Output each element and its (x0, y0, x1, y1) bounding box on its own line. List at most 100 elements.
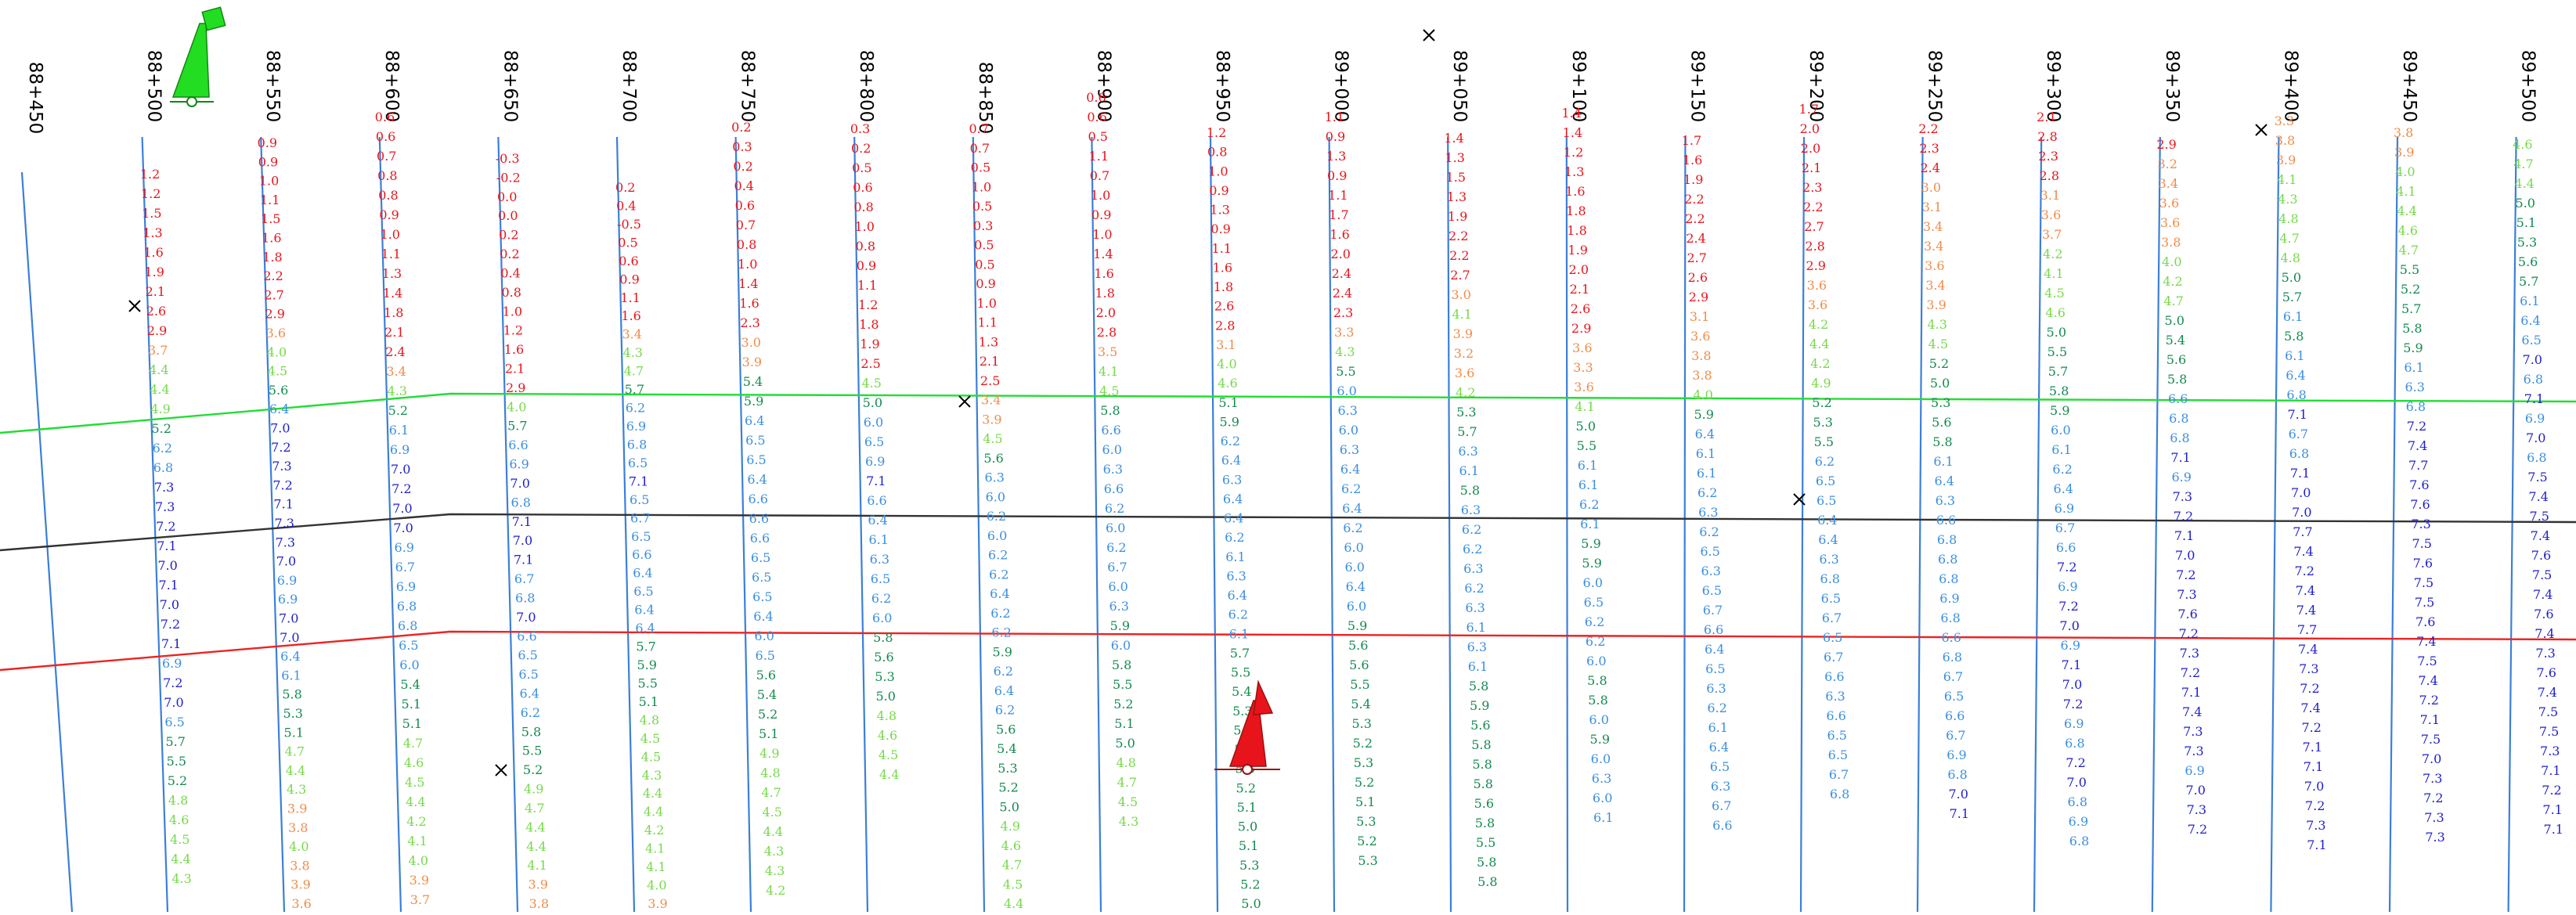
x-marker-icon (1423, 29, 1435, 41)
depth-sounding: 7.3 (2540, 744, 2560, 758)
depth-sounding: 5.6 (1348, 638, 1368, 653)
depth-sounding: 7.1 (2181, 685, 2201, 700)
depth-sounding: 5.1 (1218, 395, 1238, 410)
station-label: 88+950 (1212, 50, 1232, 122)
depth-sounding: 7.5 (2530, 509, 2549, 524)
depth-sounding: 7.5 (2421, 732, 2441, 747)
depth-sounding: 5.2 (1812, 395, 1831, 410)
depth-sounding: 7.3 (2183, 724, 2203, 739)
depth-sounding: 7.1 (2544, 822, 2563, 837)
depth-sounding: 6.9 (390, 442, 409, 457)
depth-sounding: 4.7 (525, 801, 544, 816)
contour-line-middle (0, 513, 2576, 552)
depth-sounding: 4.3 (1928, 317, 1947, 332)
station-line (2151, 136, 2161, 913)
depth-sounding: 6.4 (520, 686, 539, 701)
depth-sounding: 5.6 (996, 722, 1016, 737)
depth-sounding: 6.7 (1943, 669, 1963, 684)
depth-sounding: 6.4 (1221, 453, 1241, 468)
depth-sounding: 1.1 (620, 290, 640, 305)
depth-sounding: 6.6 (632, 547, 651, 562)
depth-sounding: 0.3 (973, 218, 993, 233)
depth-sounding: 6.9 (509, 457, 529, 472)
depth-sounding: 3.9 (290, 877, 310, 892)
depth-sounding: 0.9 (1209, 183, 1228, 198)
depth-sounding: 2.9 (1806, 258, 1826, 273)
depth-sounding: 6.2 (994, 664, 1013, 679)
depth-sounding: 1.0 (972, 179, 991, 194)
station-label: 89+350 (2162, 50, 2182, 122)
depth-sounding: 3.9 (2276, 153, 2296, 168)
depth-sounding: 3.8 (2394, 125, 2413, 140)
depth-sounding: 6.2 (1585, 614, 1604, 629)
depth-sounding: 3.6 (1572, 340, 1592, 355)
depth-sounding: 4.9 (759, 746, 779, 761)
depth-sounding: 3.6 (2159, 196, 2179, 211)
depth-sounding: 3.4 (1924, 239, 1943, 254)
depth-sounding: 4.4 (286, 763, 305, 778)
depth-sounding: 7.1 (273, 497, 293, 512)
depth-sounding: 4.1 (2396, 184, 2415, 199)
depth-sounding: 6.9 (2058, 579, 2077, 594)
depth-sounding: 5.6 (2167, 352, 2186, 367)
depth-sounding: 7.4 (2533, 587, 2553, 602)
depth-sounding: 6.2 (1462, 522, 1481, 537)
depth-sounding: 7.3 (276, 535, 295, 549)
depth-sounding: 5.8 (1587, 673, 1607, 688)
depth-sounding: 3.8 (2275, 133, 2295, 148)
station-line (615, 136, 636, 913)
depth-sounding: 6.4 (280, 649, 300, 664)
depth-sounding: 4.5 (170, 832, 189, 847)
depth-sounding: 0.3 (850, 121, 870, 136)
depth-sounding: 2.3 (1333, 305, 1353, 320)
depth-sounding: 7.3 (275, 516, 294, 531)
depth-sounding: 6.6 (1712, 818, 1732, 833)
depth-sounding: 4.7 (2513, 157, 2533, 171)
x-marker-icon (128, 300, 141, 312)
depth-sounding: 7.2 (2188, 822, 2207, 837)
depth-sounding: 6.5 (628, 456, 648, 470)
depth-sounding: 4.1 (2044, 266, 2063, 281)
depth-sounding: 5.5 (522, 744, 542, 758)
depth-sounding: 1.9 (1448, 209, 1467, 224)
depth-sounding: 1.1 (1325, 110, 1344, 124)
depth-sounding: 6.0 (1593, 791, 1612, 805)
depth-sounding: 1.1 (381, 247, 401, 261)
depth-sounding: 7.1 (2174, 528, 2194, 543)
depth-sounding: 5.8 (1477, 855, 1496, 870)
depth-sounding: 6.4 (1695, 427, 1715, 441)
depth-sounding: 6.6 (1942, 630, 1961, 645)
depth-sounding: 5.6 (1470, 718, 1490, 733)
depth-sounding: 2.4 (1686, 231, 1705, 246)
depth-sounding: 6.4 (269, 402, 289, 416)
depth-sounding: 5.8 (2402, 321, 2422, 336)
depth-sounding: 5.3 (1356, 814, 1376, 829)
station-label: 88+650 (500, 50, 520, 122)
depth-sounding: 5.8 (1472, 757, 1492, 772)
depth-sounding: 6.0 (1344, 540, 1363, 555)
station-line (1209, 136, 1219, 913)
depth-sounding: 4.7 (2399, 243, 2419, 258)
station-line (1091, 136, 1102, 913)
depth-sounding: 6.2 (988, 548, 1008, 563)
depth-sounding: 0.9 (1210, 222, 1230, 236)
depth-sounding: 4.3 (642, 768, 662, 783)
depth-sounding: 6.3 (1337, 403, 1357, 418)
depth-sounding: 6.3 (2405, 380, 2425, 394)
depth-sounding: 3.9 (2394, 145, 2414, 160)
depth-sounding: 6.3 (984, 470, 1004, 485)
depth-sounding: 7.0 (393, 521, 413, 535)
depth-sounding: 5.9 (744, 394, 763, 409)
depth-sounding: 3.6 (1574, 380, 1593, 394)
depth-sounding: 1.5 (261, 211, 280, 226)
depth-sounding: 5.7 (625, 382, 644, 397)
depth-sounding: 1.3 (1210, 203, 1229, 218)
depth-sounding: 7.0 (2291, 485, 2311, 500)
depth-sounding: 5.4 (1232, 684, 1251, 699)
depth-sounding: 6.0 (399, 657, 419, 672)
depth-sounding: 4.6 (2398, 223, 2418, 238)
depth-sounding: 5.7 (636, 639, 655, 654)
depth-sounding: 5.1 (639, 694, 658, 709)
contour-lines (0, 392, 2576, 672)
